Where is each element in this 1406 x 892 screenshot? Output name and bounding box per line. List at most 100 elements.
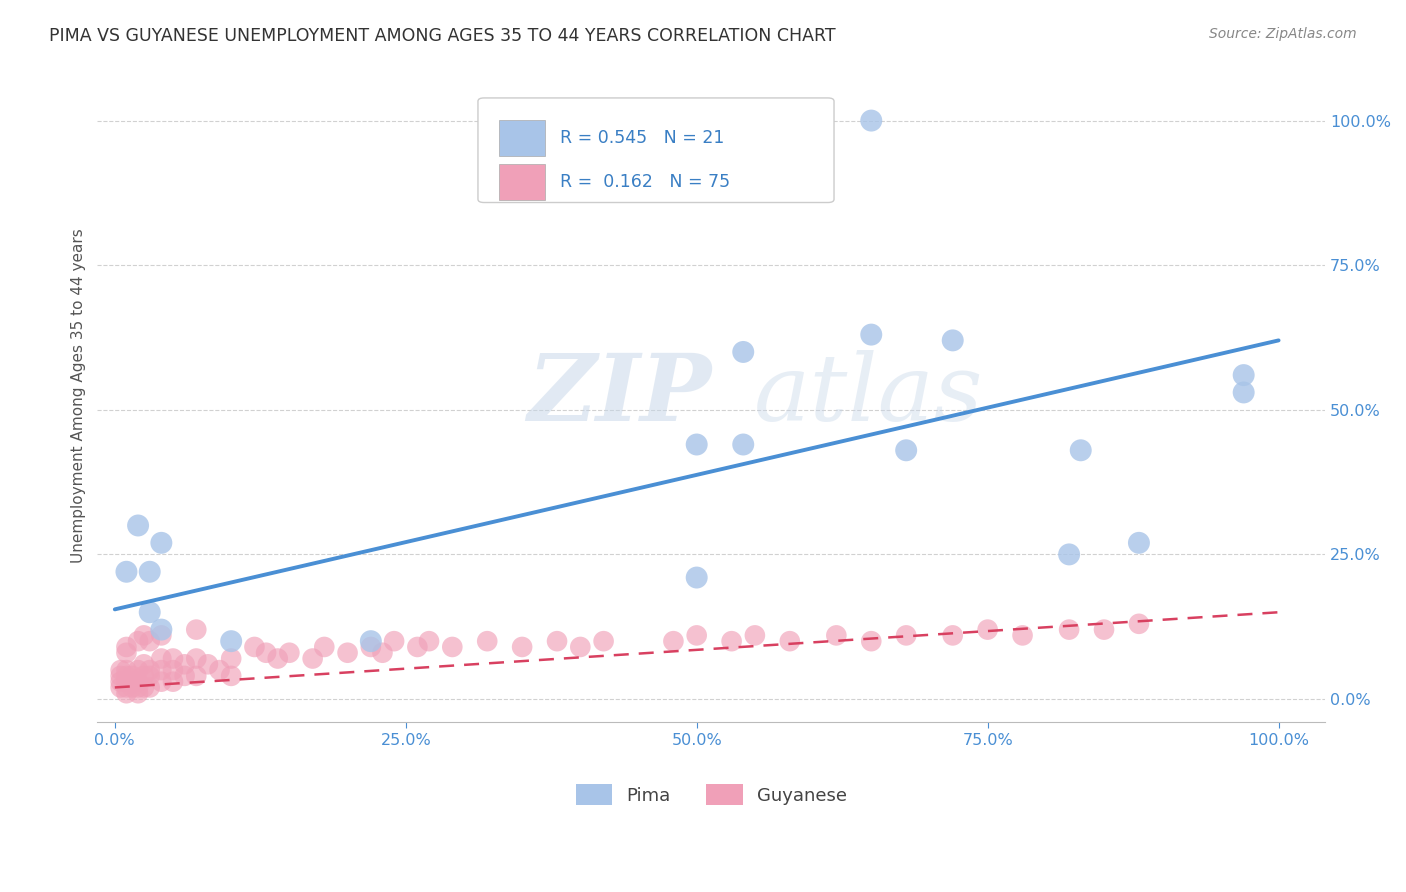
Point [132,681,155,695]
Point [825,628,848,642]
Point [406,640,429,654]
Point [219,634,242,648]
Point [896,628,918,642]
Point [121,669,143,683]
Point [314,640,336,654]
Point [510,640,533,654]
Point [121,681,143,695]
Point [197,657,219,672]
Point [208,663,231,677]
Point [127,518,149,533]
Point [127,686,149,700]
FancyBboxPatch shape [499,163,546,200]
Point [779,634,801,648]
Point [127,663,149,677]
Point [127,634,149,648]
Point [1057,623,1080,637]
Point [150,651,173,665]
Point [132,628,155,642]
Point [733,437,755,451]
Point [860,634,883,648]
Point [360,634,382,648]
Point [720,634,742,648]
Point [110,663,132,677]
Point [733,345,755,359]
Y-axis label: Unemployment Among Ages 35 to 44 years: Unemployment Among Ages 35 to 44 years [72,228,86,563]
Point [132,657,155,672]
Point [546,634,568,648]
Point [267,651,290,665]
Point [1011,628,1033,642]
Point [132,669,155,683]
Point [138,681,160,695]
Point [744,628,766,642]
Point [477,634,499,648]
Point [150,536,173,550]
Point [127,681,149,695]
Point [243,640,266,654]
Point [860,327,883,342]
Point [138,663,160,677]
Point [115,663,138,677]
Point [219,651,242,665]
Point [1070,443,1092,458]
Point [686,437,709,451]
Point [138,565,160,579]
Point [382,634,405,648]
Point [115,686,138,700]
Point [110,669,132,683]
Point [662,634,685,648]
Legend: Pima, Guyanese: Pima, Guyanese [568,777,855,813]
Point [115,646,138,660]
Point [592,634,614,648]
Point [942,628,965,642]
Point [1128,536,1150,550]
Point [686,570,709,584]
Point [219,669,242,683]
Point [441,640,464,654]
Point [186,669,208,683]
Text: R = 0.545   N = 21: R = 0.545 N = 21 [560,129,724,147]
Point [860,113,883,128]
Point [110,681,132,695]
Point [186,623,208,637]
Point [1233,368,1256,383]
Point [360,640,382,654]
Point [110,674,132,689]
Point [896,443,918,458]
Point [1128,616,1150,631]
Point [1233,385,1256,400]
Point [162,663,184,677]
Point [418,634,440,648]
FancyBboxPatch shape [478,98,834,202]
Point [115,565,138,579]
Point [121,674,143,689]
Point [115,669,138,683]
Point [115,681,138,695]
Point [115,674,138,689]
Point [278,646,301,660]
Point [186,651,208,665]
Text: Source: ZipAtlas.com: Source: ZipAtlas.com [1209,27,1357,41]
Point [138,605,160,619]
Point [150,623,173,637]
Point [254,646,277,660]
Point [127,674,149,689]
Point [301,651,323,665]
Point [162,651,184,665]
Point [150,628,173,642]
Point [371,646,394,660]
FancyBboxPatch shape [499,120,546,156]
Text: R =  0.162   N = 75: R = 0.162 N = 75 [560,172,730,191]
Point [976,623,998,637]
Point [115,640,138,654]
Point [336,646,359,660]
Text: ZIP: ZIP [527,351,711,441]
Text: atlas: atlas [754,351,984,441]
Text: PIMA VS GUYANESE UNEMPLOYMENT AMONG AGES 35 TO 44 YEARS CORRELATION CHART: PIMA VS GUYANESE UNEMPLOYMENT AMONG AGES… [49,27,835,45]
Point [138,634,160,648]
Point [569,640,592,654]
Point [1057,548,1080,562]
Point [686,628,709,642]
Point [942,334,965,348]
